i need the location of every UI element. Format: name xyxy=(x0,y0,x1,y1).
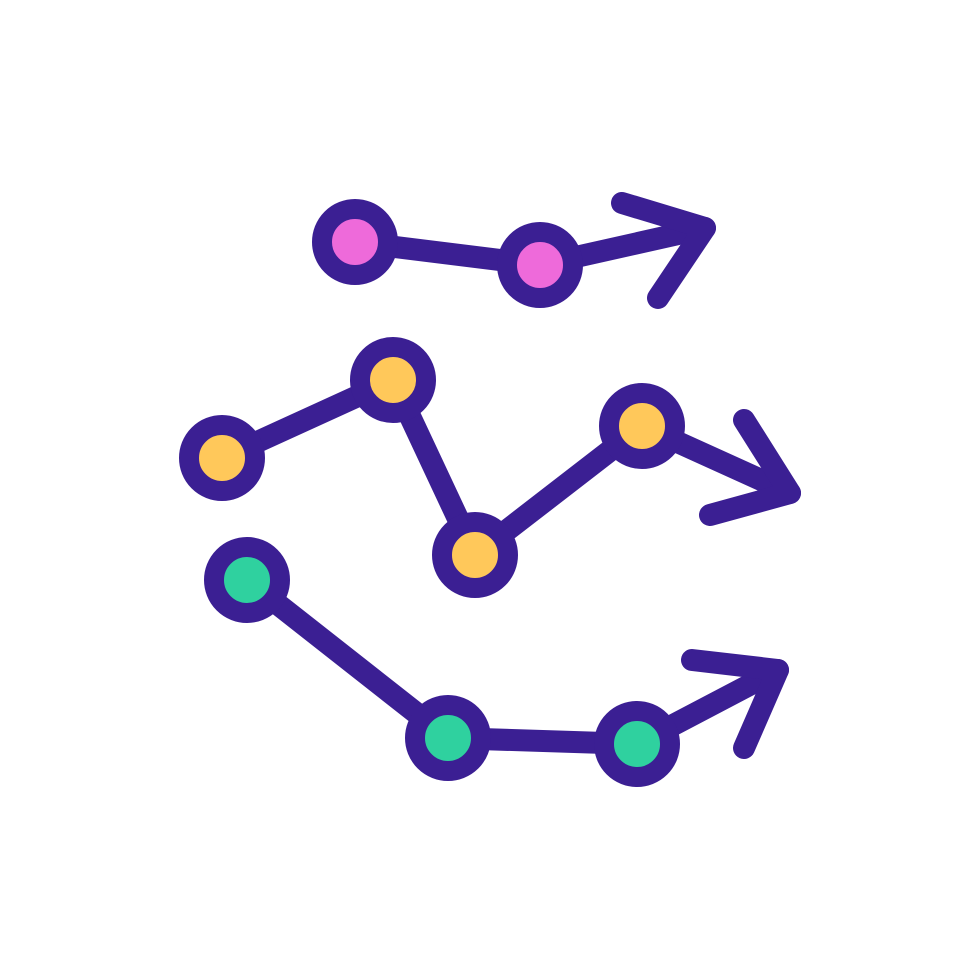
arrow-head-icon xyxy=(699,409,801,526)
path-node xyxy=(204,537,290,623)
path-node xyxy=(599,383,685,469)
top-path xyxy=(312,192,716,309)
middle-path xyxy=(179,337,801,598)
path-node xyxy=(405,695,491,781)
path-node xyxy=(497,222,583,308)
path-node xyxy=(179,415,265,501)
path-node xyxy=(350,337,436,423)
arrow-head-icon xyxy=(681,649,789,759)
path-node xyxy=(432,512,518,598)
arrow-head-icon xyxy=(611,192,716,309)
path-node xyxy=(312,199,398,285)
bottom-path xyxy=(204,537,789,787)
path-node xyxy=(594,701,680,787)
